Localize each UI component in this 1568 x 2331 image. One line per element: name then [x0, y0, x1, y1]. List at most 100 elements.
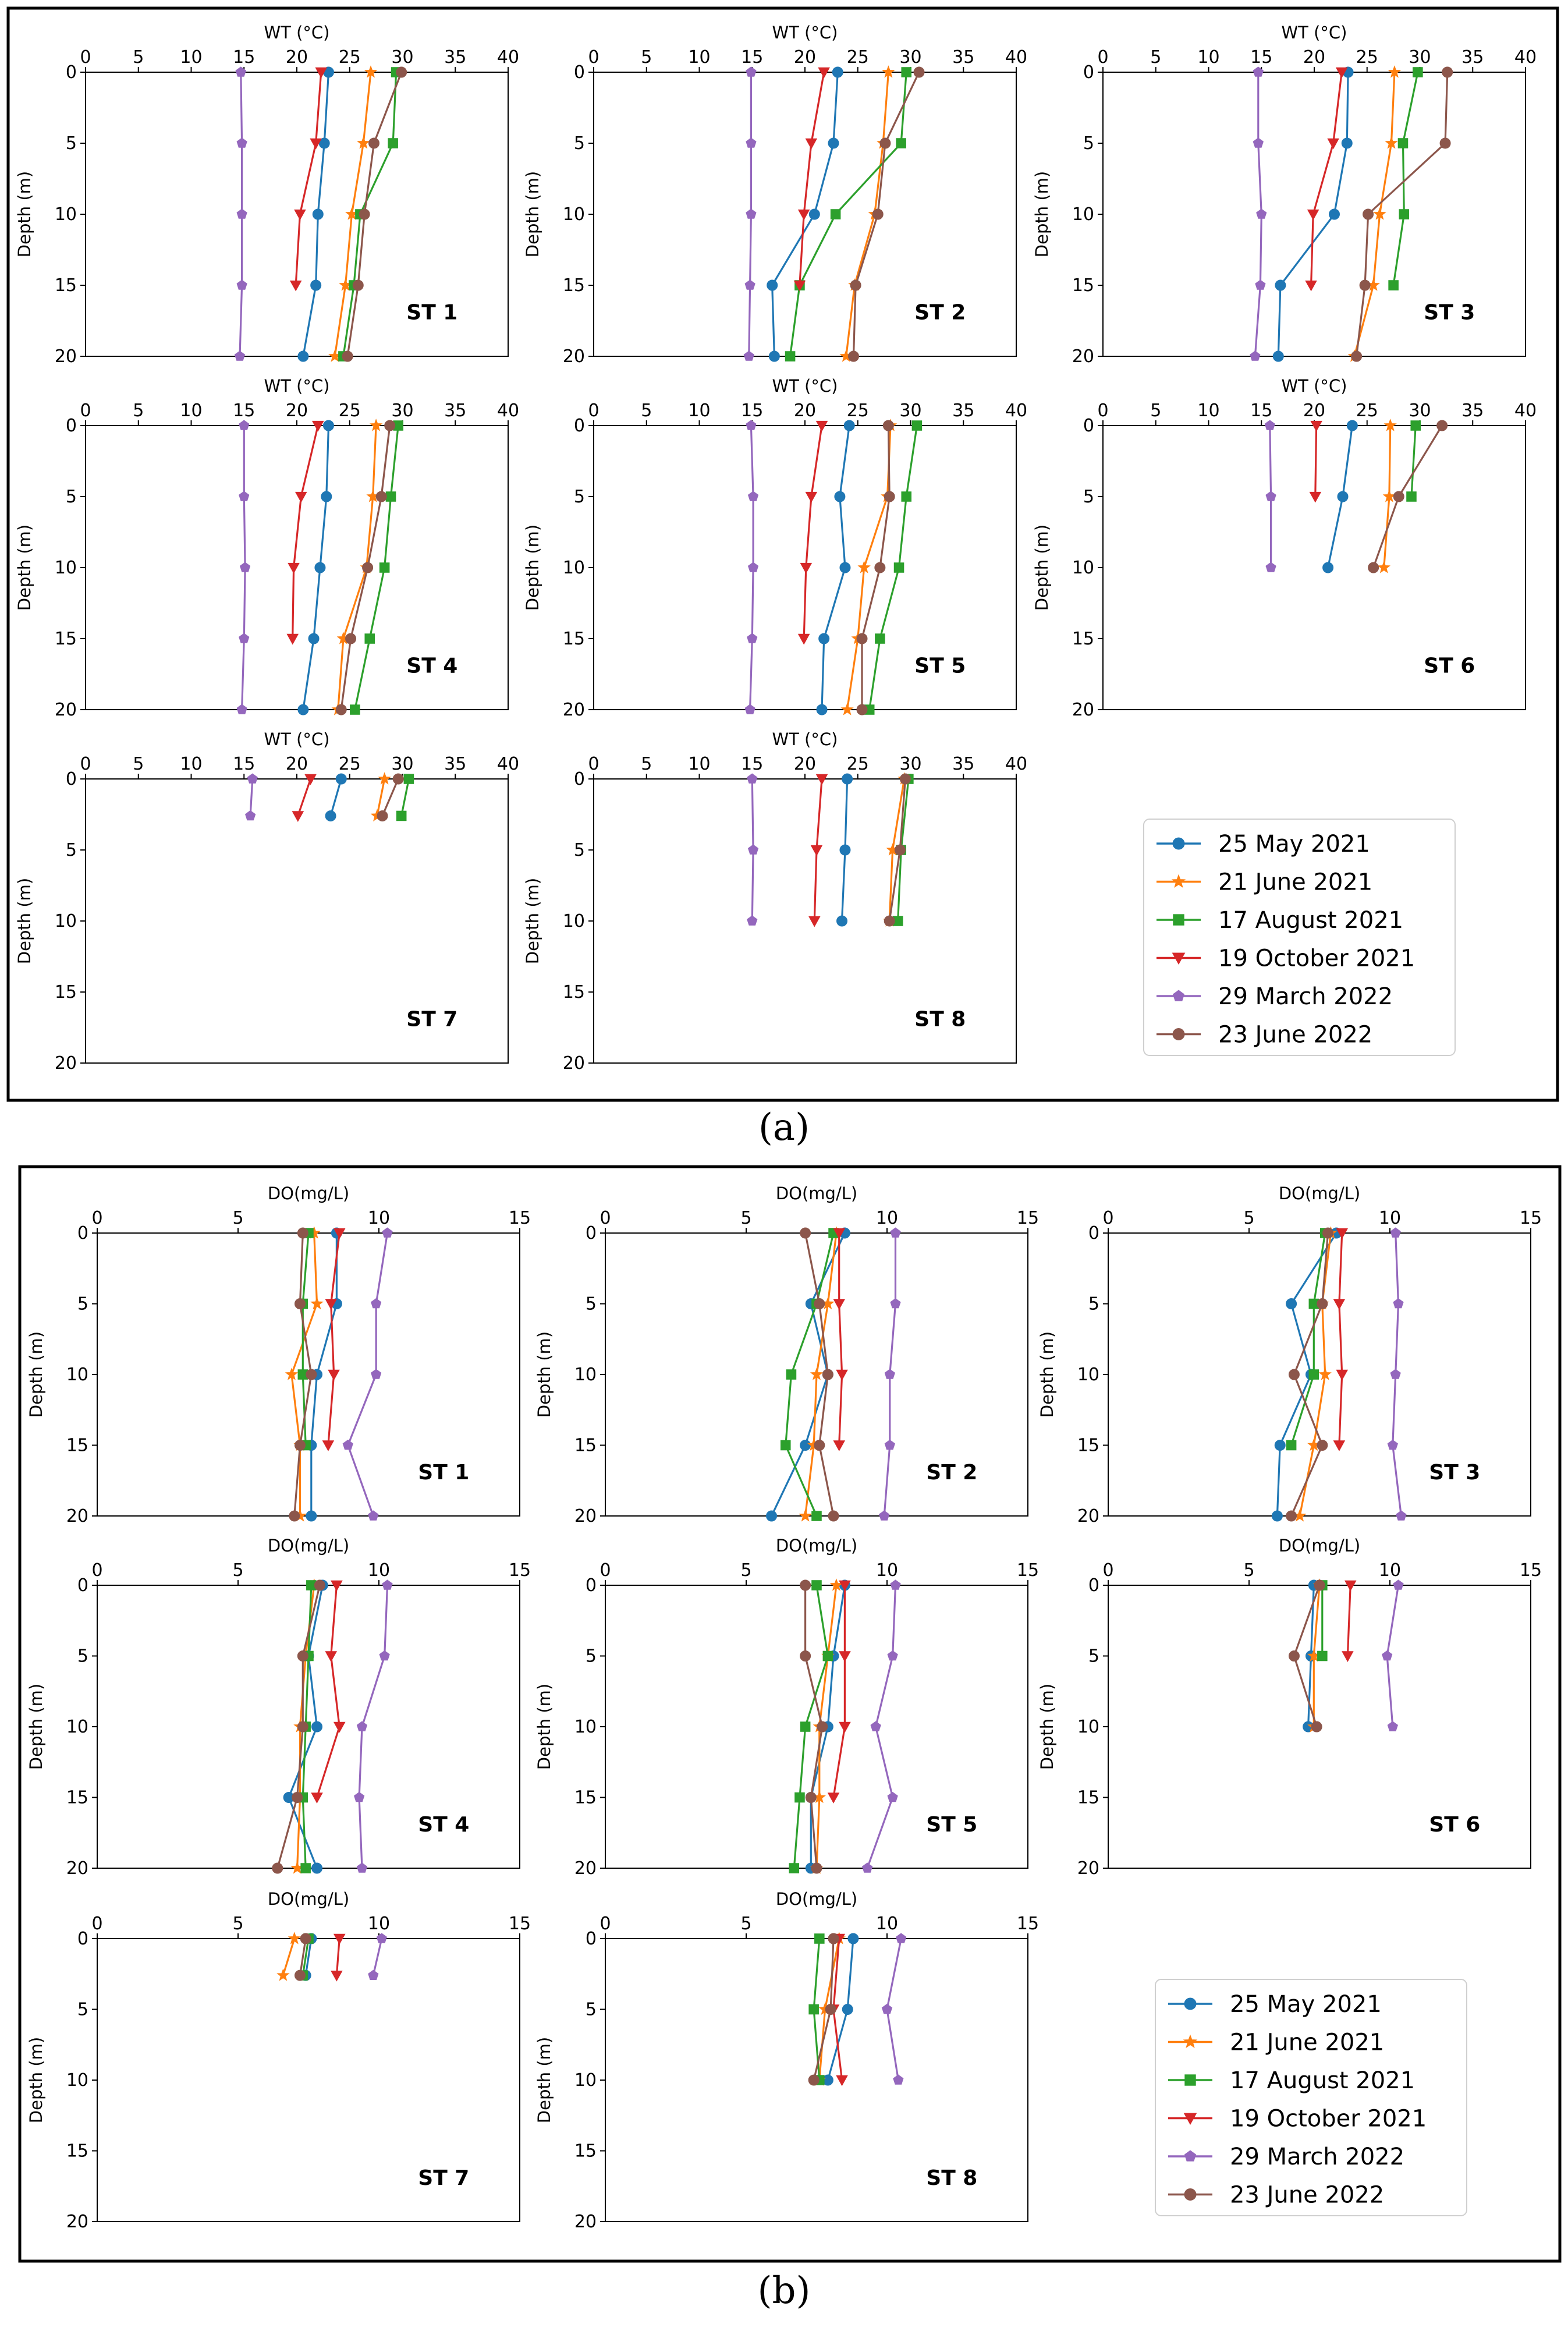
station-label: ST 1 [418, 1461, 469, 1485]
legend-entry-25-may-2021: 25 May 2021 [1157, 831, 1370, 858]
data-point [1382, 490, 1396, 502]
data-point [304, 774, 317, 785]
legend-entry-17-august-2021: 17 August 2021 [1157, 907, 1403, 934]
legend-box [1155, 1979, 1467, 2216]
x-tick-label: 40 [1514, 401, 1537, 421]
data-point [836, 2075, 848, 2086]
x-tick-label: 20 [794, 401, 816, 421]
y-tick-label: 20 [574, 1506, 597, 1526]
y-tick-label: 10 [1072, 204, 1094, 225]
data-point [881, 2003, 893, 2014]
legend-label: 23 June 2022 [1218, 1022, 1372, 1048]
x-tick-label: 20 [286, 47, 308, 68]
series-25-may-2021 [822, 1933, 859, 2086]
data-point [292, 1792, 303, 1803]
x-tick-label: 10 [1197, 401, 1219, 421]
legend-entry-21-june-2021: 21 June 2021 [1168, 2029, 1384, 2056]
data-point [899, 773, 911, 785]
y-axis-title: Depth (m) [26, 1684, 46, 1770]
series-29-march-2022 [1264, 420, 1276, 572]
series-line [799, 72, 825, 286]
data-point [882, 420, 894, 431]
data-point [362, 562, 374, 573]
y-tick-label: 10 [1077, 1717, 1099, 1737]
data-point [832, 66, 843, 78]
data-point [746, 420, 757, 430]
y-tick-label: 0 [66, 62, 77, 83]
data-point [342, 350, 353, 362]
y-tick-label: 10 [1072, 558, 1094, 578]
subplot-st-5: 0 5 10 15 DO(mg/L) 0 5 10 15 20 Depth (m) ST 5 [534, 1536, 1039, 1879]
data-point [816, 704, 828, 715]
data-point [842, 773, 853, 785]
x-tick-label: 10 [1379, 1208, 1401, 1228]
data-point [294, 1969, 306, 1981]
y-tick-label: 5 [586, 1294, 597, 1315]
y-tick-label: 10 [574, 1365, 597, 1385]
series-line [832, 1585, 846, 1798]
series-21-june-2021 [276, 1932, 301, 1981]
subplot-st-4: 0 5 10 15 20 25 30 35 40 WT (°C) 0 5 10 15 20 Depth (m)… [15, 376, 519, 720]
legend-box [1143, 819, 1456, 1056]
data-point [294, 1298, 306, 1309]
x-tick-label: 0 [91, 1208, 102, 1228]
x-tick-label: 25 [339, 401, 361, 421]
series-17-august-2021 [350, 420, 404, 715]
y-tick-label: 15 [1072, 629, 1094, 649]
y-axis-title: Depth (m) [26, 1331, 46, 1418]
data-point [808, 2004, 819, 2015]
series-21-june-2021 [328, 65, 378, 362]
y-tick-label: 20 [563, 346, 585, 367]
series-19-october-2021 [289, 67, 328, 292]
data-point [1305, 280, 1317, 292]
x-tick-label: 40 [1005, 401, 1027, 421]
x-tick-label: 40 [497, 754, 519, 774]
x-tick-label: 5 [641, 401, 652, 421]
data-point [1439, 137, 1451, 149]
data-point [828, 1933, 839, 1944]
y-tick-label: 10 [1077, 1365, 1099, 1385]
series-23-june-2022 [335, 420, 396, 715]
data-point [884, 915, 895, 927]
series-29-march-2022 [368, 1933, 387, 1980]
data-point [396, 810, 407, 821]
x-tick-label: 10 [1379, 1560, 1401, 1581]
data-point [893, 2074, 904, 2085]
y-tick-label: 5 [66, 840, 77, 860]
series-line [1290, 1232, 1326, 1446]
data-point [308, 633, 320, 644]
data-point [315, 67, 328, 79]
subplot-st-2: 0 5 10 15 20 25 30 35 40 WT (°C) 0 5 10 15 20 Depth (m)… [523, 23, 1027, 367]
y-axis-title: Depth (m) [534, 1331, 554, 1418]
data-point [840, 703, 854, 715]
legend-marker [1172, 1028, 1185, 1040]
series-19-october-2021 [797, 420, 828, 645]
data-point [744, 279, 755, 290]
x-tick-label: 5 [133, 401, 144, 421]
data-point [800, 1227, 811, 1239]
x-tick-label: 0 [1102, 1560, 1113, 1581]
y-axis-title: Depth (m) [15, 525, 34, 611]
y-tick-label: 20 [66, 1858, 88, 1879]
panel-a: (a) 0 5 10 15 20 25 30 35 40 WT (°C) 0 5 10 15 20 Depth … [6, 6, 1559, 1149]
series-line [299, 1938, 307, 1976]
x-tick-label: 25 [339, 47, 361, 68]
y-axis-title: Depth (m) [523, 171, 542, 257]
series-29-march-2022 [862, 1579, 901, 1873]
data-point [325, 1299, 338, 1310]
x-tick-label: 0 [588, 754, 599, 774]
subplot-st-8: 0 5 10 15 DO(mg/L) 0 5 10 15 20 Depth (m) ST 8 [534, 1889, 1039, 2232]
x-tick-label: 10 [368, 1208, 390, 1228]
subplot-st-3: 0 5 10 15 20 25 30 35 40 WT (°C) 0 5 10 15 20 Depth (m)… [1032, 23, 1537, 367]
data-point [294, 209, 306, 221]
data-point [747, 562, 759, 572]
data-point [379, 1650, 390, 1661]
data-point [385, 491, 396, 502]
data-point [896, 138, 906, 148]
y-tick-label: 5 [1088, 1294, 1099, 1315]
x-tick-label: 35 [952, 47, 974, 68]
x-tick-label: 5 [641, 47, 652, 68]
x-tick-label: 20 [794, 754, 816, 774]
data-point [747, 915, 758, 926]
series-17-august-2021 [780, 1228, 839, 1521]
